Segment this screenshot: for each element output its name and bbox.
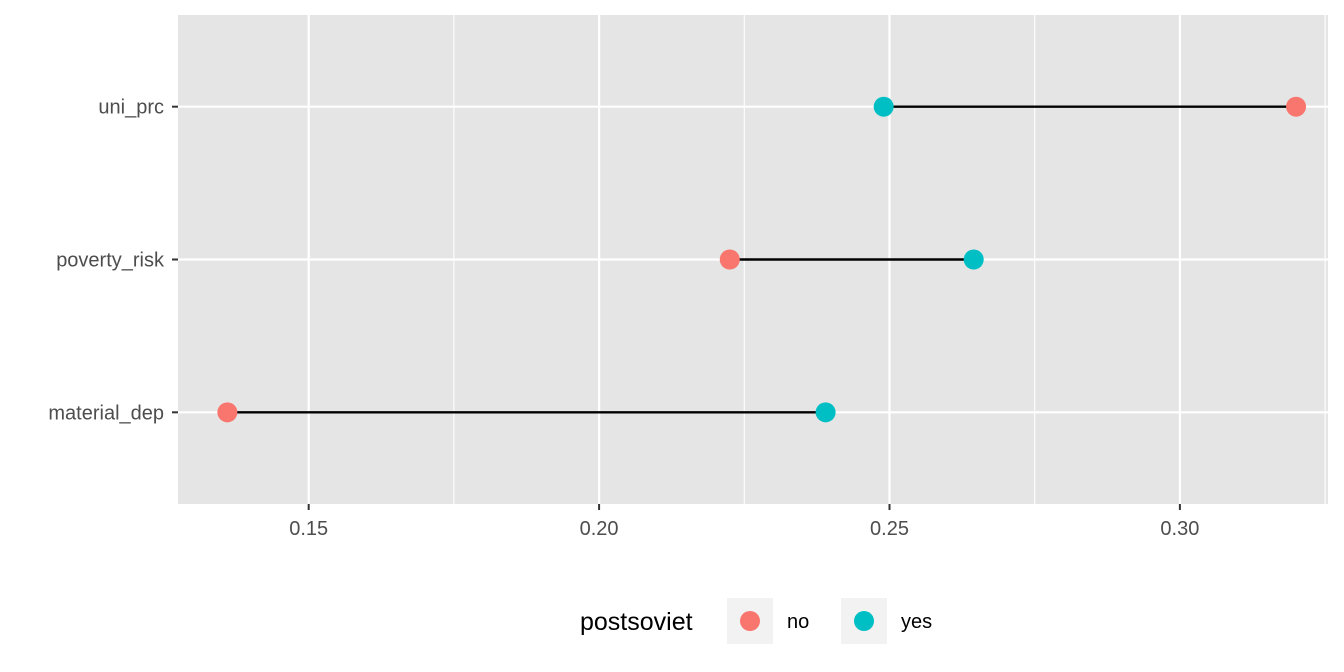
data-point-no [719,249,740,270]
data-point-yes [963,249,984,270]
legend-items: no yes [727,598,932,644]
y-tick-label: uni_prc [98,97,164,119]
x-axis: 0.15 0.20 0.25 0.30 [289,504,1199,540]
legend-swatch-no [740,611,760,631]
legend-title: postsoviet [580,608,693,636]
data-point-no [1286,96,1307,117]
legend-swatch-yes [854,611,874,631]
y-axis: uni_prc poverty_risk material_dep [48,97,178,424]
legend-label-no: no [787,611,809,633]
data-point-yes [873,96,894,117]
x-tick-label: 0.25 [870,518,909,540]
data-point-no [217,402,238,423]
data-points [217,96,1307,423]
legend: postsoviet no yes [580,598,932,644]
x-tick-label: 0.15 [289,518,328,540]
y-tick-label: poverty_risk [56,250,165,272]
connector-lines [227,105,1297,414]
data-point-yes [815,402,836,423]
x-tick-label: 0.30 [1160,518,1199,540]
legend-label-yes: yes [901,611,932,633]
y-tick-label: material_dep [48,402,164,424]
x-tick-label: 0.20 [580,518,619,540]
